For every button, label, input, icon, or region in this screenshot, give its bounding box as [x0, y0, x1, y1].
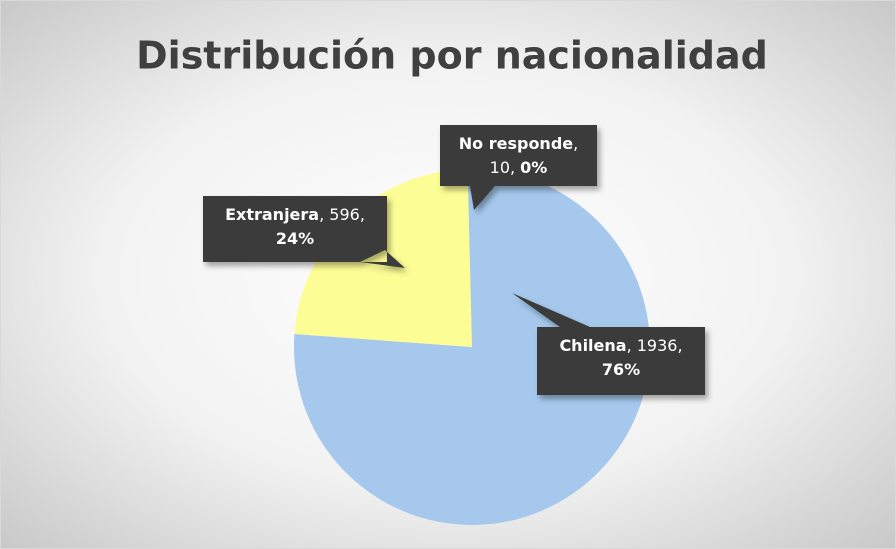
chart-title: Distribución por nacionalidad [136, 34, 768, 78]
data-label: Chilena, 1936, [559, 336, 682, 355]
data-label-part: , [627, 336, 637, 355]
data-label-part: 596 [329, 205, 360, 224]
data-label-part: 76% [602, 360, 640, 379]
pie-slice [294, 169, 650, 526]
data-label: 24% [276, 229, 314, 248]
callout-box [203, 196, 405, 268]
data-label-part: , [510, 158, 520, 177]
data-label: 76% [602, 360, 640, 379]
data-label: Extranjera, 596, [225, 205, 365, 224]
data-label-callout: No responde, 10, 0% [440, 125, 597, 210]
data-label-part: 24% [276, 229, 314, 248]
pie-slice [294, 169, 472, 347]
callout-box [512, 293, 705, 395]
data-label-part: , [677, 336, 682, 355]
data-label-part: , [573, 134, 578, 153]
data-label-part: 1936 [637, 336, 678, 355]
data-label: No responde, [459, 134, 578, 153]
data-label-part: , [360, 205, 365, 224]
data-label-callout: Extranjera, 596, 24% [203, 196, 405, 268]
data-label-part: No responde [459, 134, 574, 153]
pie-slice [467, 169, 472, 347]
data-label-part: , [319, 205, 329, 224]
data-label-part: Extranjera [225, 205, 319, 224]
callout-box [440, 125, 597, 210]
data-label-callout: Chilena, 1936, 76% [512, 293, 705, 395]
data-label: 10, 0% [490, 158, 548, 177]
data-label-part: Chilena [559, 336, 626, 355]
data-label-part: 0% [520, 158, 547, 177]
data-label-part: 10 [490, 158, 510, 177]
